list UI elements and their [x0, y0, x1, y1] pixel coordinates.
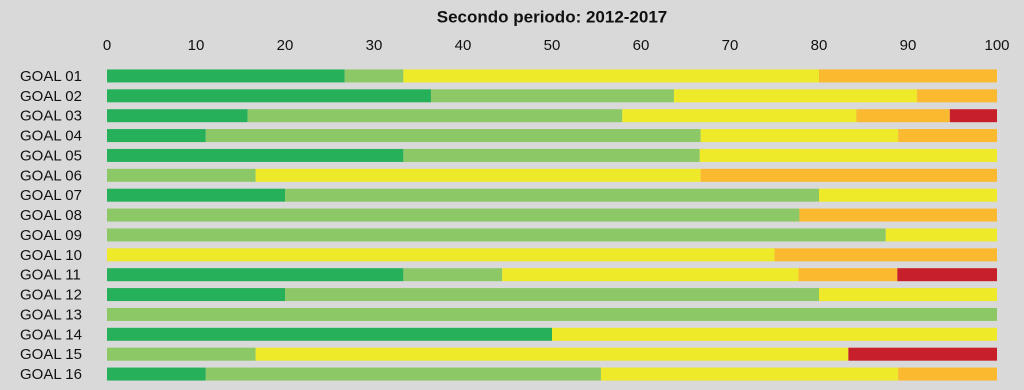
y-tick-label: GOAL 11: [20, 267, 81, 284]
y-tick-label: GOAL 14: [20, 326, 82, 343]
x-tick-label: 20: [277, 37, 294, 54]
bar-segment: [255, 347, 849, 361]
bar-segment: [552, 327, 997, 341]
y-tick-label: GOAL 06: [20, 167, 82, 184]
bar-segment: [344, 69, 404, 83]
y-tick-label: GOAL 09: [20, 227, 82, 244]
bar-segment: [107, 188, 285, 202]
bar-segment: [107, 248, 775, 262]
bar-segment: [700, 129, 899, 143]
bar-segment: [403, 148, 700, 162]
chart-title: Secondo periodo: 2012-2017: [437, 7, 668, 26]
y-tick-label: GOAL 08: [20, 207, 82, 224]
x-tick-label: 0: [103, 37, 111, 54]
bar-segment: [107, 307, 997, 321]
x-tick-label: 30: [366, 37, 383, 54]
bar-segment: [247, 109, 623, 123]
bar-segment: [430, 89, 674, 103]
bar-segment: [798, 268, 898, 282]
bar-segment: [107, 129, 206, 143]
x-tick-label: 50: [544, 37, 561, 54]
bar-segment: [700, 168, 997, 182]
y-tick-label: GOAL 10: [20, 247, 82, 264]
x-tick-label: 80: [811, 37, 828, 54]
y-tick-label: GOAL 02: [20, 88, 82, 105]
bar-segment: [107, 208, 800, 222]
bar-segment: [403, 268, 503, 282]
bar-segment: [107, 109, 248, 123]
y-tick-label: GOAL 16: [20, 366, 82, 383]
bar-segment: [898, 129, 997, 143]
bar-segment: [107, 168, 256, 182]
y-tick-label: GOAL 03: [20, 108, 82, 125]
bar-segment: [107, 89, 431, 103]
bar-segment: [107, 148, 404, 162]
x-tick-label: 70: [722, 37, 739, 54]
bar-segment: [848, 347, 997, 361]
x-tick-label: 10: [188, 37, 205, 54]
bar-segment: [502, 268, 799, 282]
bar-segment: [949, 109, 997, 123]
y-tick-label: GOAL 05: [20, 147, 82, 164]
bar-segment: [819, 288, 997, 302]
x-tick-label: 60: [633, 37, 650, 54]
bar-segment: [673, 89, 917, 103]
bar-segment: [107, 69, 345, 83]
bar-segment: [897, 268, 997, 282]
bar-segment: [403, 69, 819, 83]
bar-segment: [107, 268, 404, 282]
bar-segment: [107, 327, 552, 341]
y-tick-label: GOAL 04: [20, 128, 82, 145]
bar-segment: [285, 288, 819, 302]
y-tick-label: GOAL 15: [20, 346, 82, 363]
bar-segment: [107, 228, 886, 242]
bar-segment: [107, 288, 285, 302]
bar-segment: [255, 168, 701, 182]
bar-segment: [600, 367, 899, 381]
y-tick-label: GOAL 01: [20, 68, 82, 85]
bar-segment: [107, 347, 256, 361]
bar-segment: [885, 228, 997, 242]
y-tick-label: GOAL 07: [20, 187, 82, 204]
bar-segment: [898, 367, 997, 381]
bar-segment: [799, 208, 997, 222]
bar-segment: [819, 69, 997, 83]
bar-segment: [205, 129, 701, 143]
y-tick-label: GOAL 12: [20, 287, 82, 304]
bar-segment: [819, 188, 997, 202]
bar-segment: [856, 109, 950, 123]
bar-segment: [107, 367, 206, 381]
bar-segment: [205, 367, 601, 381]
bar-segment: [285, 188, 819, 202]
x-tick-label: 90: [900, 37, 917, 54]
bar-segment: [916, 89, 997, 103]
x-tick-label: 100: [984, 37, 1009, 54]
bar-segment: [699, 148, 997, 162]
y-tick-label: GOAL 13: [20, 306, 82, 323]
bar-segment: [774, 248, 997, 262]
x-tick-label: 40: [455, 37, 472, 54]
bar-segment: [622, 109, 857, 123]
